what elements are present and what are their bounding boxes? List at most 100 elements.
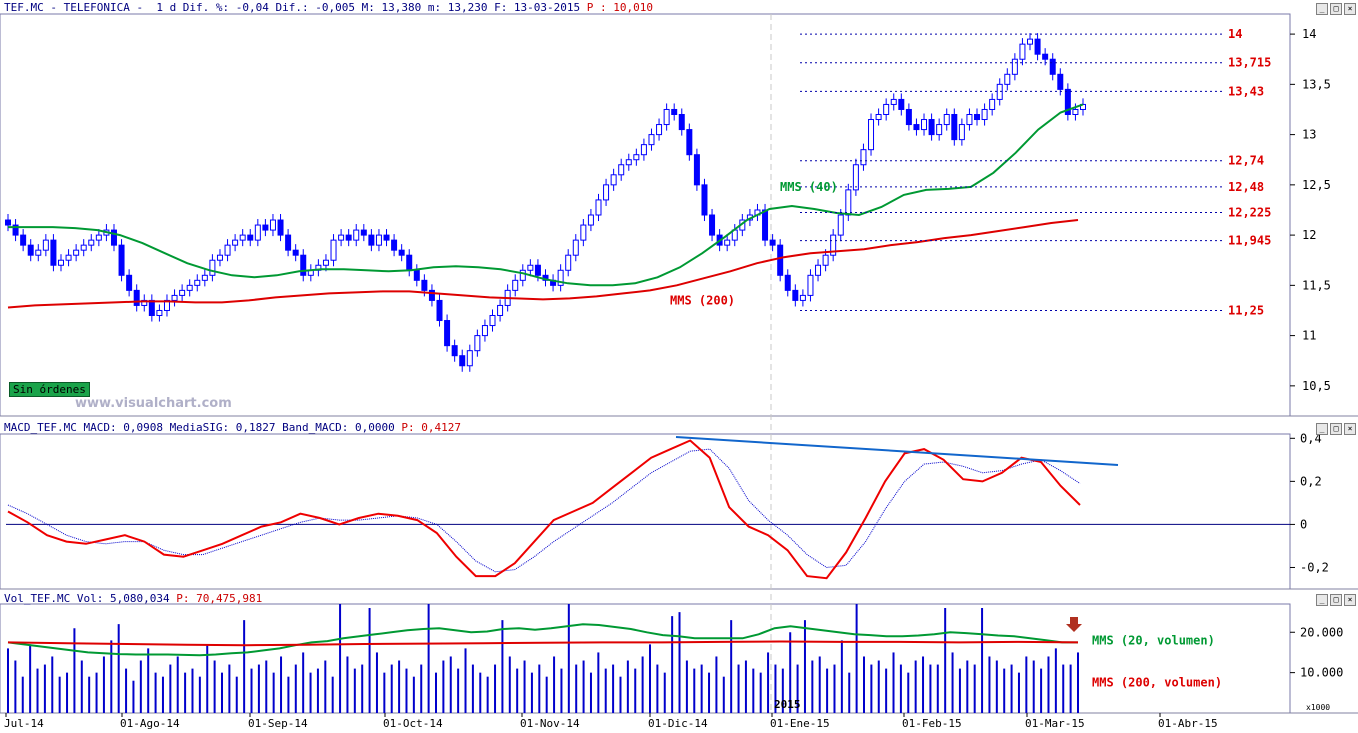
down-arrow-icon bbox=[1066, 617, 1082, 632]
candle-body bbox=[951, 114, 958, 141]
x-tick-label: 01-Mar-15 bbox=[1025, 717, 1085, 730]
x-tick-label: 01-Oct-14 bbox=[383, 717, 443, 730]
candle-body bbox=[534, 264, 541, 276]
candle-body bbox=[921, 119, 928, 131]
candle-body bbox=[648, 134, 655, 146]
candle-body bbox=[625, 159, 632, 166]
candle-body bbox=[815, 264, 822, 276]
volume-mms200-line bbox=[7, 640, 1079, 647]
candle-body bbox=[5, 219, 11, 226]
candle-body bbox=[1042, 53, 1049, 60]
price-tick-label: 14 bbox=[1302, 27, 1316, 41]
candle-body bbox=[209, 259, 216, 276]
candle-body bbox=[981, 108, 988, 121]
candle-body bbox=[830, 234, 837, 256]
candle-body bbox=[148, 299, 155, 316]
x-tick-label: Jul-14 bbox=[4, 717, 44, 730]
candle-body bbox=[353, 229, 360, 241]
candle-body bbox=[421, 279, 428, 291]
candle-body bbox=[936, 124, 943, 136]
candle-body bbox=[792, 289, 799, 301]
minimize-volume-button[interactable]: _ bbox=[1316, 594, 1328, 606]
level-label: 11,945 bbox=[1228, 234, 1271, 248]
candle-body bbox=[216, 254, 223, 261]
candle-body bbox=[693, 154, 700, 186]
candle-body bbox=[784, 274, 791, 291]
candle-body bbox=[974, 114, 981, 121]
candle-body bbox=[269, 219, 276, 231]
candle-body bbox=[868, 119, 875, 151]
price-tick-label: 13 bbox=[1302, 128, 1316, 142]
candle-body bbox=[512, 279, 519, 291]
mms40-label: MMS (40) bbox=[780, 180, 838, 194]
minimize-macd-button[interactable]: _ bbox=[1316, 423, 1328, 435]
level-label: 11,25 bbox=[1228, 303, 1264, 317]
macd-panel-header: MACD_TEF.MC MACD: 0,0908 MediaSIG: 0,182… bbox=[4, 421, 461, 434]
candle-body bbox=[557, 269, 564, 286]
candle-body bbox=[489, 315, 496, 327]
volume-tick-label: 20.000 bbox=[1300, 625, 1343, 639]
candle-body bbox=[572, 239, 579, 256]
candle-body bbox=[497, 304, 504, 317]
candle-body bbox=[1011, 58, 1018, 75]
candle-body bbox=[633, 154, 640, 161]
candle-body bbox=[1064, 88, 1071, 115]
candle-body bbox=[807, 274, 814, 296]
candle-body bbox=[678, 114, 685, 131]
candle-body bbox=[996, 83, 1003, 100]
macd-signal-line bbox=[7, 448, 1081, 573]
candle-body bbox=[65, 254, 72, 261]
maximize-macd-button[interactable]: □ bbox=[1330, 423, 1342, 435]
candle-body bbox=[201, 274, 208, 281]
candle-body bbox=[656, 124, 663, 136]
candle-body bbox=[338, 234, 345, 241]
candle-body bbox=[451, 345, 458, 357]
volume-unit-label: x1000 bbox=[1306, 703, 1330, 712]
price-tick-label: 12 bbox=[1302, 228, 1316, 242]
maximize-price-button[interactable]: □ bbox=[1330, 3, 1342, 15]
x-tick-label: 01-Feb-15 bbox=[902, 717, 962, 730]
price-tick-label: 13,5 bbox=[1302, 77, 1331, 91]
candle-body bbox=[1027, 38, 1034, 45]
candle-body bbox=[762, 209, 769, 241]
macd-tick-label: -0,2 bbox=[1300, 560, 1329, 574]
candle-body bbox=[595, 199, 602, 216]
minimize-price-button[interactable]: _ bbox=[1316, 3, 1328, 15]
candle-body bbox=[777, 244, 784, 276]
candle-body bbox=[527, 264, 534, 271]
level-label: 12,48 bbox=[1228, 180, 1264, 194]
candle-body bbox=[1057, 73, 1064, 90]
candle-body bbox=[262, 224, 269, 231]
candle-body bbox=[913, 124, 920, 131]
candle-body bbox=[822, 254, 829, 266]
candle-body bbox=[12, 224, 19, 236]
candle-body bbox=[50, 239, 57, 266]
candle-body bbox=[20, 234, 27, 246]
candle-body bbox=[42, 239, 49, 251]
candle-body bbox=[57, 259, 64, 266]
candle-body bbox=[391, 239, 398, 251]
orders-badge[interactable]: Sin órdenes bbox=[9, 382, 90, 397]
candle-body bbox=[345, 234, 352, 241]
candle-body bbox=[799, 294, 806, 301]
candle-body bbox=[413, 269, 420, 281]
candle-body bbox=[375, 234, 382, 246]
candle-body bbox=[709, 214, 716, 236]
volume-mms20-line bbox=[7, 623, 1078, 657]
close-volume-button[interactable]: × bbox=[1344, 594, 1356, 606]
candle-body bbox=[194, 279, 201, 286]
x-tick-label: 01-Dic-14 bbox=[648, 717, 708, 730]
maximize-volume-button[interactable]: □ bbox=[1330, 594, 1342, 606]
close-macd-button[interactable]: × bbox=[1344, 423, 1356, 435]
candle-body bbox=[73, 249, 80, 256]
candle-body bbox=[466, 350, 473, 367]
candle-body bbox=[898, 98, 905, 110]
volume-mms200-label: MMS (200, volumen) bbox=[1092, 676, 1222, 690]
mms200-line bbox=[7, 219, 1079, 309]
close-price-button[interactable]: × bbox=[1344, 3, 1356, 15]
candle-body bbox=[958, 124, 965, 141]
macd-tick-label: 0 bbox=[1300, 517, 1307, 531]
candle-body bbox=[610, 174, 617, 186]
candle-body bbox=[322, 259, 329, 266]
